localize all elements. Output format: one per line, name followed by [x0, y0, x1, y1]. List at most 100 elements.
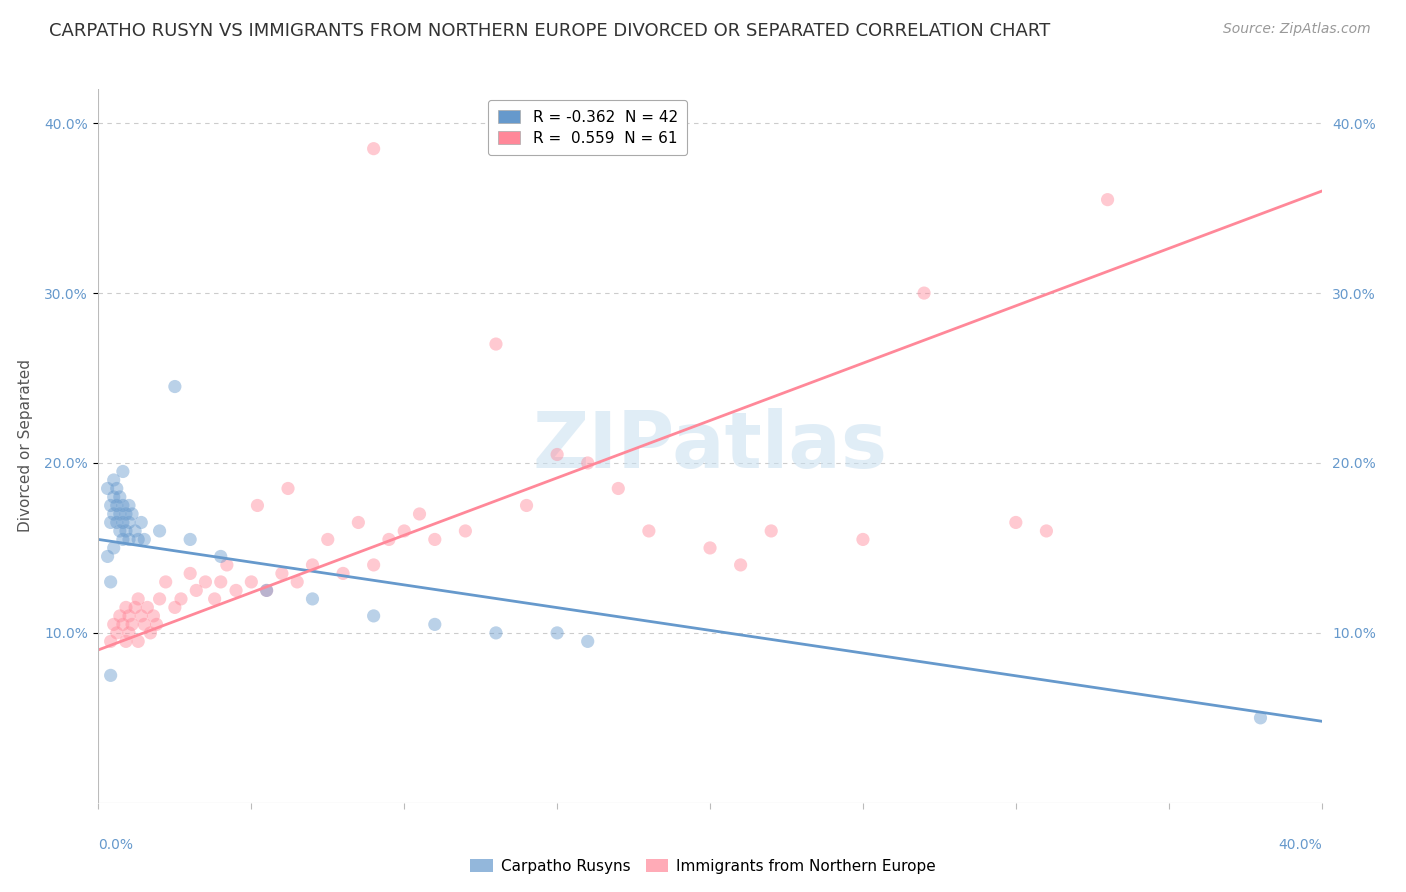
Point — [730, 558, 752, 572]
Point — [124, 600, 146, 615]
Point — [105, 482, 128, 496]
Point — [127, 591, 149, 606]
Point — [100, 668, 122, 682]
Legend: Carpatho Rusyns, Immigrants from Northern Europe: Carpatho Rusyns, Immigrants from Norther… — [464, 853, 942, 880]
Point — [100, 574, 122, 589]
Point — [103, 473, 125, 487]
Point — [576, 634, 599, 648]
Point — [103, 507, 125, 521]
Point — [111, 516, 134, 530]
Point — [121, 507, 143, 521]
Point — [145, 617, 167, 632]
Point — [103, 617, 125, 632]
Point — [485, 626, 508, 640]
Point — [118, 533, 141, 547]
Point — [256, 583, 278, 598]
Point — [115, 507, 138, 521]
Point — [270, 566, 292, 581]
Point — [134, 533, 156, 547]
Point — [129, 608, 152, 623]
Point — [127, 533, 149, 547]
Point — [277, 482, 299, 496]
Point — [111, 499, 134, 513]
Point — [240, 574, 263, 589]
Point — [163, 600, 186, 615]
Point — [209, 549, 232, 564]
Point — [246, 499, 269, 513]
Point — [134, 617, 156, 632]
Point — [759, 524, 782, 538]
Point — [108, 507, 131, 521]
Point — [105, 499, 128, 513]
Y-axis label: Divorced or Separated: Divorced or Separated — [18, 359, 32, 533]
Point — [1035, 524, 1057, 538]
Point — [225, 583, 247, 598]
Point — [108, 524, 131, 538]
Point — [115, 524, 138, 538]
Point — [408, 507, 430, 521]
Point — [111, 617, 134, 632]
Point — [111, 533, 134, 547]
Point — [546, 448, 568, 462]
Point — [121, 617, 143, 632]
Text: Source: ZipAtlas.com: Source: ZipAtlas.com — [1223, 22, 1371, 37]
Point — [155, 574, 177, 589]
Point — [108, 608, 131, 623]
Point — [127, 634, 149, 648]
Point — [149, 524, 172, 538]
Point — [607, 482, 630, 496]
Point — [136, 600, 159, 615]
Point — [118, 499, 141, 513]
Point — [115, 634, 138, 648]
Point — [423, 617, 446, 632]
Point — [454, 524, 477, 538]
Point — [105, 516, 128, 530]
Point — [637, 524, 661, 538]
Point — [285, 574, 308, 589]
Point — [576, 456, 599, 470]
Point — [118, 516, 141, 530]
Point — [301, 558, 323, 572]
Point — [97, 549, 120, 564]
Point — [100, 516, 122, 530]
Text: ZIPatlas: ZIPatlas — [533, 408, 887, 484]
Text: 0.0%: 0.0% — [98, 838, 134, 853]
Point — [316, 533, 339, 547]
Point — [209, 574, 232, 589]
Point — [256, 583, 278, 598]
Point — [363, 558, 385, 572]
Text: CARPATHO RUSYN VS IMMIGRANTS FROM NORTHERN EUROPE DIVORCED OR SEPARATED CORRELAT: CARPATHO RUSYN VS IMMIGRANTS FROM NORTHE… — [49, 22, 1050, 40]
Point — [179, 566, 201, 581]
Point — [1004, 516, 1026, 530]
Point — [103, 541, 125, 555]
Point — [1097, 193, 1119, 207]
Point — [108, 490, 131, 504]
Point — [204, 591, 226, 606]
Point — [215, 558, 238, 572]
Point — [100, 499, 122, 513]
Point — [423, 533, 446, 547]
Point — [516, 499, 538, 513]
Point — [852, 533, 875, 547]
Legend: R = -0.362  N = 42, R =  0.559  N = 61: R = -0.362 N = 42, R = 0.559 N = 61 — [488, 101, 688, 155]
Point — [142, 608, 165, 623]
Point — [332, 566, 354, 581]
Point — [149, 591, 172, 606]
Point — [1249, 711, 1271, 725]
Point — [378, 533, 401, 547]
Point — [186, 583, 208, 598]
Point — [363, 142, 385, 156]
Point — [115, 600, 138, 615]
Point — [170, 591, 193, 606]
Point — [118, 608, 141, 623]
Text: 40.0%: 40.0% — [1278, 838, 1322, 853]
Point — [97, 482, 120, 496]
Point — [163, 379, 186, 393]
Point — [912, 286, 935, 301]
Point — [392, 524, 416, 538]
Point — [363, 608, 385, 623]
Point — [139, 626, 162, 640]
Point — [347, 516, 370, 530]
Point — [103, 490, 125, 504]
Point — [301, 591, 323, 606]
